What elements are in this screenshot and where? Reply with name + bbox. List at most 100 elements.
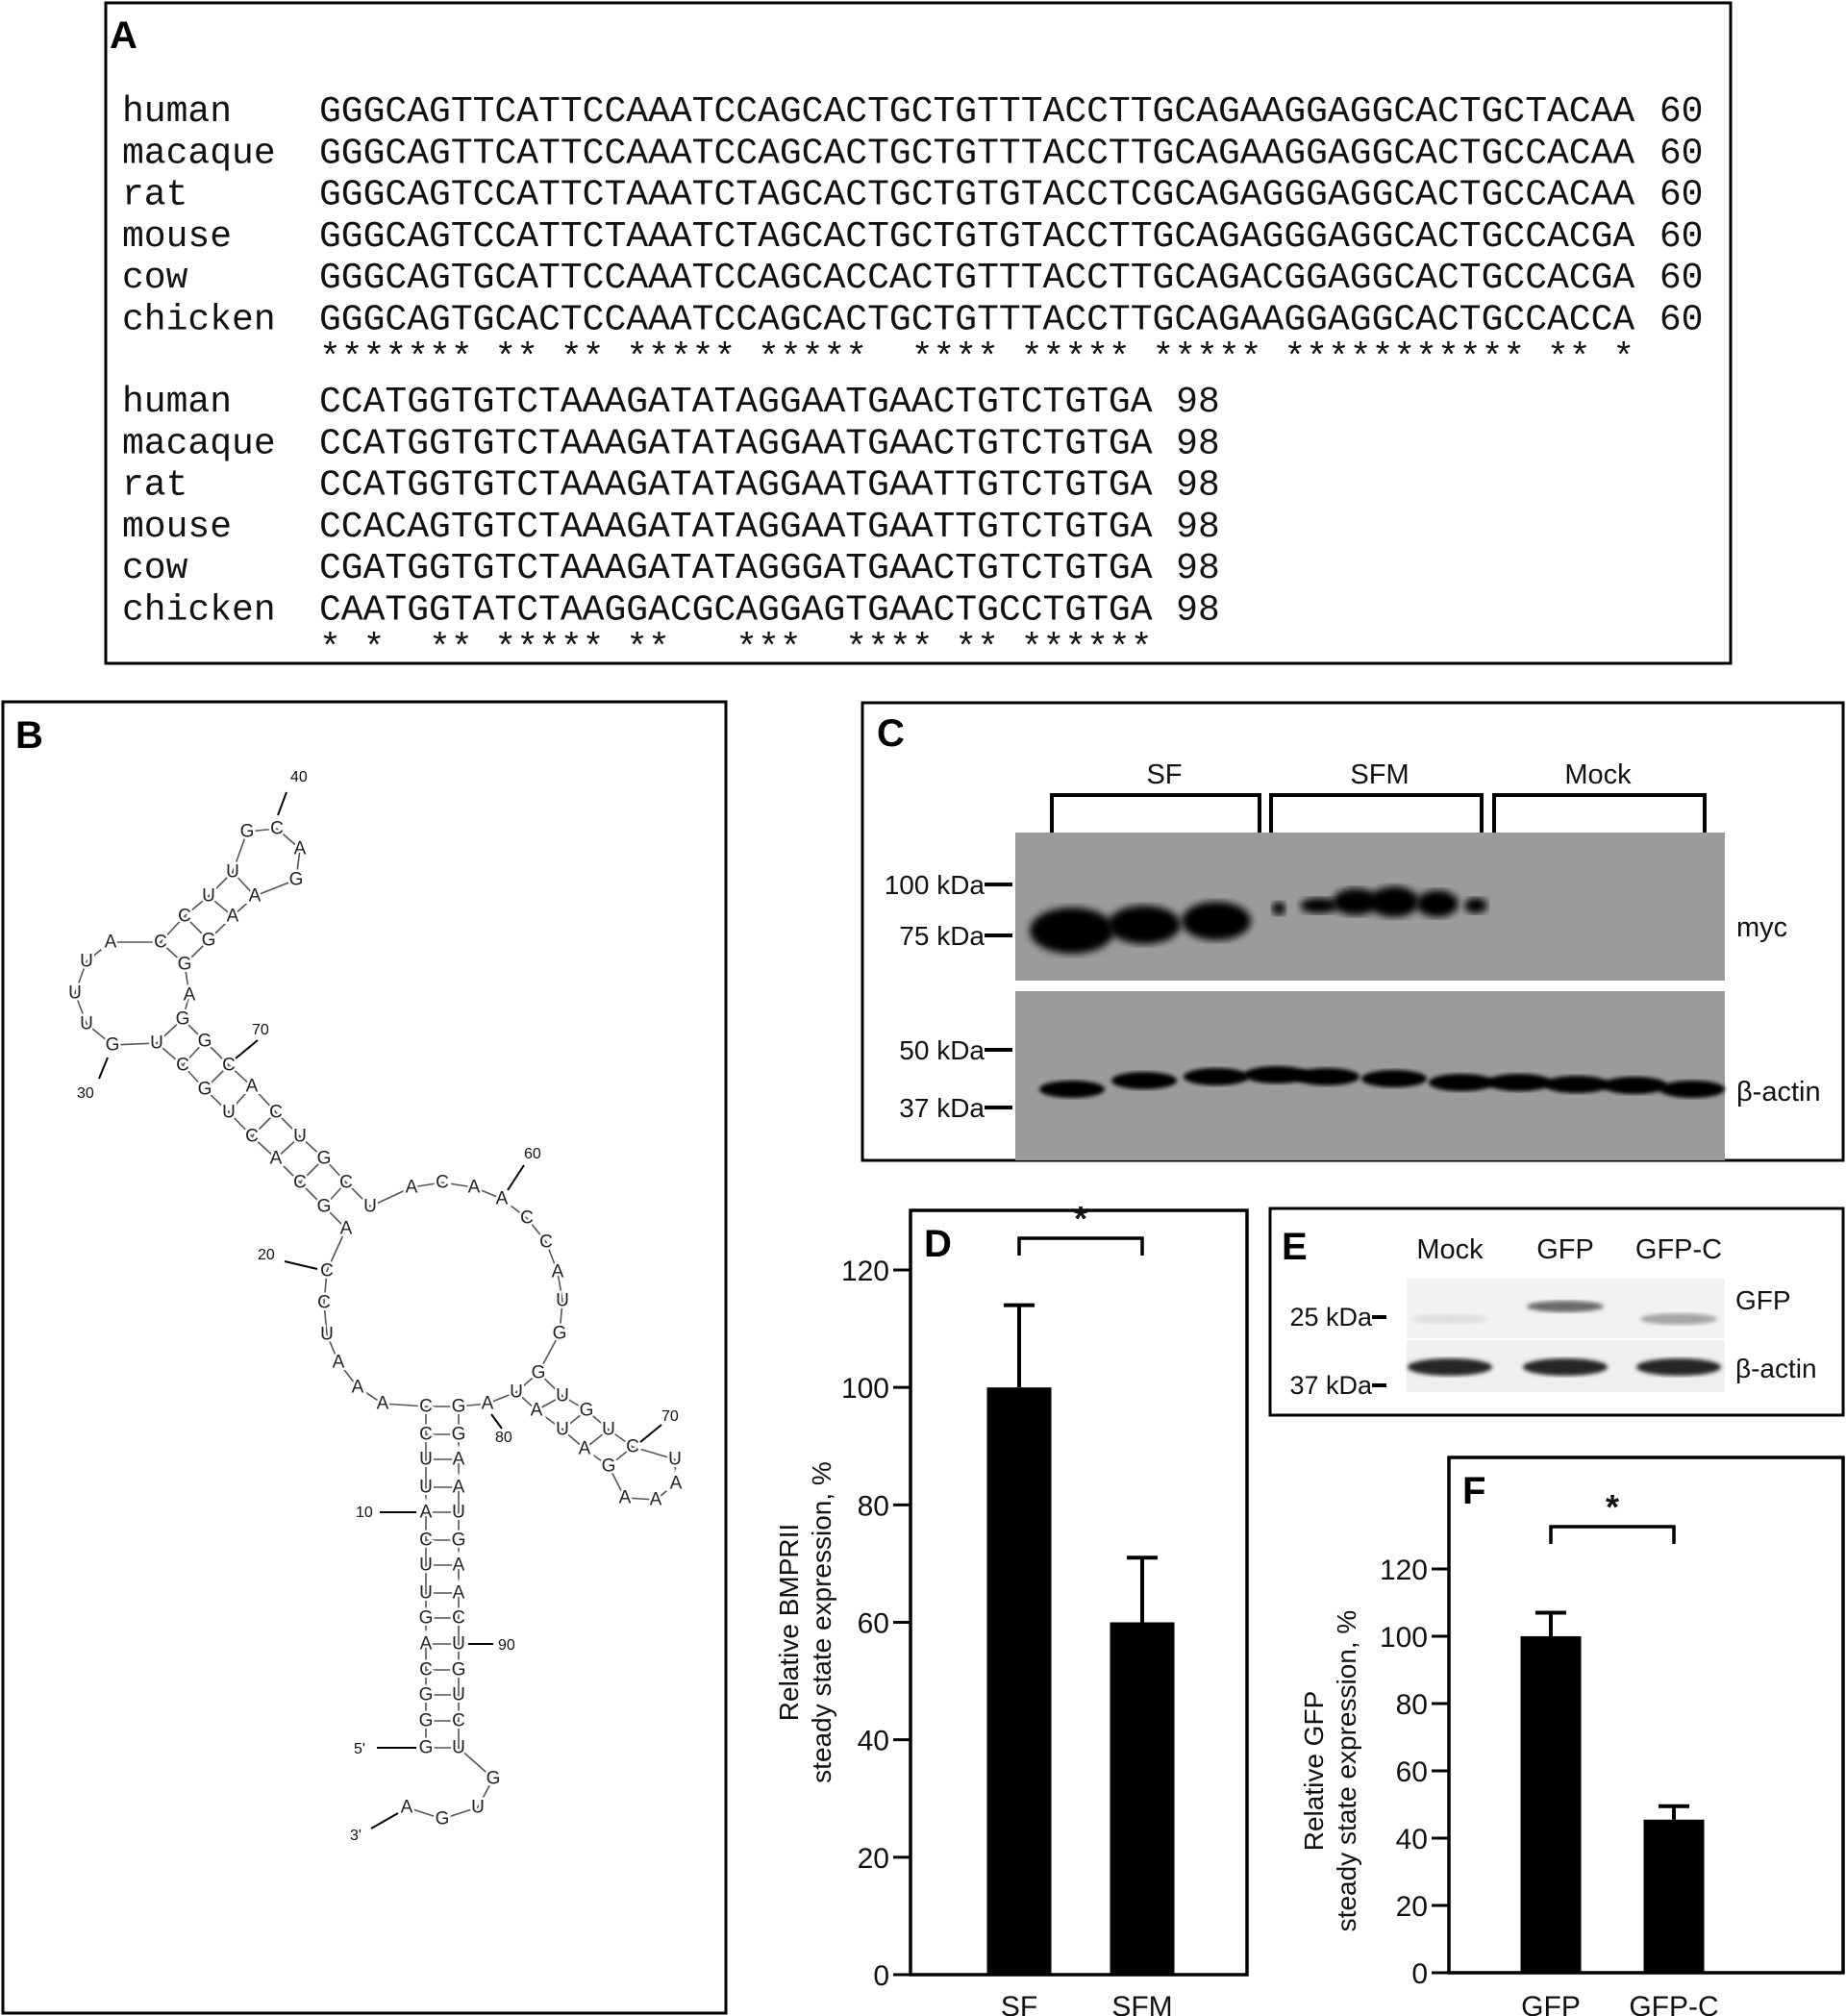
group-label-sfm: SFM [1350,759,1409,790]
marker-37kda-e: 37 kDa [1289,1371,1373,1400]
nucleotide: G [580,1401,594,1421]
y-tick-label: 40 [1396,1824,1428,1855]
backbone-link [515,1391,537,1411]
nucleotide: U [320,1325,334,1345]
y-tick-label: 60 [1396,1756,1428,1788]
nucleotide: C [245,1127,259,1147]
backbone-link [337,1361,359,1388]
backbone-link [86,941,112,962]
backbone-link [561,1395,587,1411]
backbone-link [584,1448,610,1467]
marker-25kda: 25 kDa [1289,1303,1373,1332]
nucleotide: G [419,1685,434,1705]
y-tick-label: 120 [1380,1555,1428,1586]
nucleotide: U [68,983,82,1004]
nucleotide: A [420,1634,433,1655]
base-pair [228,1085,253,1113]
significance-marker: * [1074,1199,1087,1238]
lane-label-mock: Mock [1416,1234,1484,1265]
backbone-link [299,1182,325,1207]
nucleotide: U [452,1634,465,1655]
backbone-link [160,915,186,943]
nucleotide: A [340,1219,353,1239]
y-tick-label: 20 [858,1843,889,1875]
numbering-tick [370,1812,399,1829]
nucleotide: G [317,1197,332,1217]
sequence: GGGCAGTTCATTCCAAATCCAGCACTGCTGTTTACCTTGC… [319,133,1634,174]
nucleotide: U [419,1556,433,1576]
myc-band [1108,906,1181,944]
numbering-label: 90 [498,1637,515,1654]
base-pair [536,1395,563,1411]
backbone-link [632,1446,676,1460]
y-tick-label: 120 [841,1256,889,1287]
nucleotide: A [352,1378,364,1398]
numbering-label: 70 [252,1022,269,1038]
backbone-link [208,915,234,941]
marker-ticks [985,883,1012,1109]
backbone-link [182,1018,206,1042]
nucleotide: A [650,1490,662,1510]
nucleotide: U [419,1450,433,1470]
position-number: 98 [1176,423,1220,464]
base-pair [275,1135,301,1159]
species-name: rat [122,465,187,507]
nucleotide: C [452,1711,465,1731]
nucleotide: G [452,1425,466,1445]
nucleotide: C [154,933,167,953]
y-tick-label: 80 [858,1490,889,1522]
nucleotide: A [579,1439,591,1459]
panel-c-western-blot: C SF SFM Mock 100 kDa 75 kDa 50 kDa 37 k… [861,701,1845,1162]
nucleotide: G [436,1809,450,1829]
numbering-label: 5' [354,1741,365,1757]
nucleotide: U [452,1738,465,1758]
myc-band-smear [1300,898,1338,913]
backbone-link [299,1135,325,1159]
nucleotide: U [452,1685,465,1705]
nucleotide: A [406,1178,418,1198]
bar-gfp [1520,1636,1582,1973]
significance-marker: * [1606,1487,1619,1527]
backbone-link [156,1042,184,1066]
position-number: 98 [1176,465,1220,507]
sequence: CCATGGTGTCTAAAGATATAGGAATGAATTGTCTGTGA [319,465,1153,507]
nucleotide: A [420,1503,433,1523]
numbering-tick [639,1424,662,1443]
panel-label: D [924,1223,952,1265]
marker-50kda: 50 kDa [899,1035,985,1065]
nucleotide: G [198,1080,212,1100]
lane-label-gfp: GFP [1536,1234,1594,1265]
nucleotide: G [452,1397,466,1417]
actin-band [1602,1077,1667,1094]
backbone-link [674,1458,677,1484]
backbone-link [545,1241,559,1273]
sequence: CCATGGTGTCTAAAGATATAGGAATGAACTGTCTGTGA [319,423,1153,464]
backbone-link [184,939,210,965]
position-number: 98 [1176,507,1220,548]
species-name: human [122,91,232,133]
backbone-link [441,1182,475,1188]
backbone-link [557,1271,563,1302]
species-name: cow [122,258,188,299]
nucleotide: G [317,1149,332,1169]
sequence: CCACAGTGTCTAAAGATATAGGAATGAATTGTCTGTGA [319,507,1153,548]
nucleotide: U [556,1386,569,1406]
sequence: CGATGGTGTCTAAAGATATAGGGATGAACTGTCTGTGA [319,548,1153,589]
nucleotide: U [419,1478,433,1498]
backbone-link [473,1186,503,1200]
chart-d: D 0 20 40 60 80 100 120 Relative BMPRII steady st… [774,1199,1249,2016]
backbone-link [608,1465,626,1499]
nucleotide: A [294,839,307,859]
nucleotide: A [670,1474,683,1494]
species-name: chicken [122,590,276,632]
backbone-link [182,1064,206,1090]
chart-f: F 0 20 40 60 80 100 120 Relative GFP steady state… [1299,1456,1845,2016]
myc-band-smear [1416,890,1459,917]
nucleotide: U [419,1583,433,1604]
marker-37kda: 37 kDa [899,1093,985,1123]
nucleotide: C [269,1103,283,1123]
numbering-label: 60 [524,1146,541,1162]
nucleotide: A [377,1394,389,1414]
backbone-link [323,1270,328,1304]
